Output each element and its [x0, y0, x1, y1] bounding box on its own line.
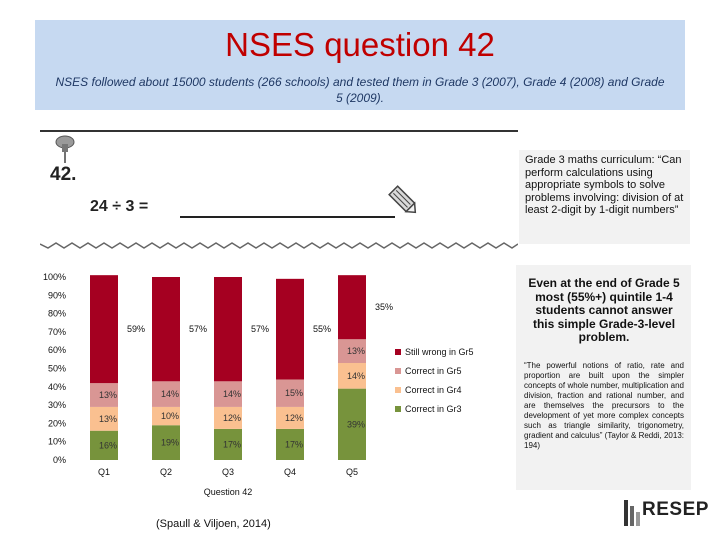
bar-segment [338, 363, 366, 389]
bar-segment [90, 383, 118, 407]
legend-swatch [395, 368, 401, 374]
y-tick-label: 70% [48, 327, 66, 337]
slide-title: NSES question 42 [225, 26, 495, 63]
data-label: 14% [223, 389, 241, 399]
data-label: 13% [347, 346, 365, 356]
question-expression: 24 ÷ 3 = [90, 198, 149, 215]
data-label: 12% [223, 413, 241, 423]
data-label: 55% [313, 324, 331, 334]
curriculum-text: Grade 3 maths curriculum: “Can perform c… [525, 154, 684, 216]
sidebar-panel: Even at the end of Grade 5 most (55%+) q… [516, 265, 691, 490]
legend-swatch [395, 349, 401, 355]
x-axis-label: Question 42 [204, 487, 253, 497]
bar-segment [214, 406, 242, 429]
data-label: 16% [99, 440, 117, 450]
legend-label: Correct in Gr4 [405, 385, 462, 395]
bar-segment [338, 388, 366, 460]
data-label: 15% [285, 388, 303, 398]
bar-segment [276, 428, 304, 460]
bar-segment [214, 277, 242, 382]
answer-line [180, 216, 395, 218]
y-tick-label: 40% [48, 382, 66, 392]
legend-label: Still wrong in Gr5 [405, 347, 474, 357]
bar-segment [90, 430, 118, 460]
question-number: 42. [50, 164, 77, 185]
data-label: 12% [285, 413, 303, 423]
bar-segment [276, 278, 304, 380]
logo-text: RESEP [642, 499, 709, 520]
torn-edge [40, 242, 518, 249]
data-label: 14% [347, 371, 365, 381]
data-label: 17% [223, 439, 241, 449]
bar-segment [90, 275, 118, 384]
data-label: 19% [161, 438, 179, 448]
y-tick-label: 60% [48, 345, 66, 355]
question-image: 42. 24 ÷ 3 = [40, 130, 518, 250]
data-label: 59% [127, 324, 145, 334]
header-banner: NSES question 42 NSES followed about 150… [35, 20, 685, 110]
data-label: 57% [251, 324, 269, 334]
bar-segment [276, 379, 304, 407]
bar-segment [152, 277, 180, 382]
data-label: 35% [375, 302, 393, 312]
bar-segment [338, 339, 366, 364]
bar-segment [152, 381, 180, 407]
legend-swatch [395, 406, 401, 412]
bar-segment [276, 406, 304, 429]
resep-logo-mark [624, 500, 640, 526]
data-label: 57% [189, 324, 207, 334]
x-tick-label: Q5 [346, 467, 358, 477]
x-tick-label: Q3 [222, 467, 234, 477]
y-tick-label: 80% [48, 309, 66, 319]
bar-segment [214, 381, 242, 407]
y-tick-label: 0% [53, 455, 66, 465]
legend-swatch [395, 387, 401, 393]
sidebar-quote: “The powerful notions of ratio, rate and… [524, 361, 684, 450]
stacked-bar-chart: 0% 10% 20% 30% 40% 50% 60% 70% 80% 90% 100% 16% 13% 1… [43, 272, 474, 497]
bar-segment [152, 406, 180, 426]
bar-segment [152, 425, 180, 460]
data-label: 10% [161, 411, 179, 421]
curriculum-box: Grade 3 maths curriculum: “Can perform c… [519, 150, 690, 244]
y-tick-label: 50% [48, 364, 66, 374]
y-tick-label: 20% [48, 418, 66, 428]
y-tick-label: 30% [48, 400, 66, 410]
bar-segment [90, 406, 118, 431]
data-label: 17% [285, 439, 303, 449]
resep-logo: RESEP [620, 496, 710, 530]
x-tick-label: Q1 [98, 467, 110, 477]
y-tick-label: 90% [48, 290, 66, 300]
bar-segment [338, 275, 366, 340]
sidebar-key-finding: Even at the end of Grade 5 most (55%+) q… [528, 276, 680, 344]
x-tick-label: Q4 [284, 467, 296, 477]
y-tick-label: 10% [48, 437, 66, 447]
data-label: 39% [347, 419, 365, 429]
x-tick-label: Q2 [160, 467, 172, 477]
y-tick-label: 100% [43, 272, 66, 282]
citation: (Spaull & Viljoen, 2014) [156, 518, 271, 530]
legend-label: Correct in Gr5 [405, 366, 462, 376]
data-label: 13% [99, 390, 117, 400]
pencil-icon [388, 185, 417, 214]
data-label: 14% [161, 389, 179, 399]
pushpin-icon [55, 135, 75, 163]
data-label: 13% [99, 414, 117, 424]
bar-segment [214, 428, 242, 460]
legend-label: Correct in Gr3 [405, 404, 462, 414]
slide-subtitle: NSES followed about 15000 students (266 … [55, 75, 665, 105]
